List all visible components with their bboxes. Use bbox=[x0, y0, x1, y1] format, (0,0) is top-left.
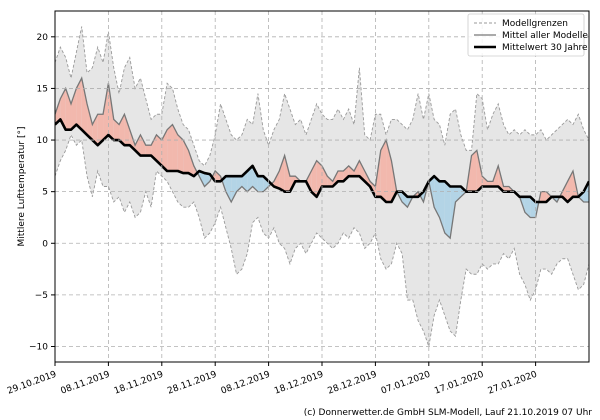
warm-anomaly-area bbox=[327, 176, 333, 187]
warm-anomaly-area bbox=[471, 150, 477, 192]
cold-anomaly-area bbox=[434, 176, 440, 218]
x-tick-label: 18.12.2019 bbox=[273, 370, 325, 397]
cold-anomaly-area bbox=[444, 181, 451, 239]
cold-anomaly-area bbox=[524, 196, 531, 218]
warm-anomaly-area bbox=[71, 88, 77, 130]
warm-anomaly-area bbox=[145, 145, 152, 156]
warm-anomaly-area bbox=[156, 134, 162, 166]
warm-anomaly-area bbox=[322, 165, 328, 187]
warm-anomaly-area bbox=[273, 171, 280, 189]
warm-anomaly-area bbox=[215, 171, 221, 182]
warm-anomaly-area bbox=[172, 124, 178, 172]
warm-anomaly-area bbox=[65, 88, 72, 130]
warm-anomaly-area bbox=[103, 83, 109, 141]
warm-anomaly-area bbox=[108, 83, 114, 141]
legend-box bbox=[467, 13, 585, 57]
cold-anomaly-area bbox=[236, 176, 242, 192]
y-tick-label: −5 bbox=[35, 291, 48, 301]
warm-anomaly-area bbox=[279, 155, 285, 192]
warm-anomaly-area bbox=[124, 114, 130, 146]
warm-anomaly-area bbox=[151, 134, 157, 161]
cold-anomaly-area bbox=[204, 173, 210, 187]
cold-anomaly-area bbox=[263, 176, 269, 192]
warm-anomaly-area bbox=[177, 134, 184, 174]
warm-anomaly-area bbox=[284, 155, 290, 192]
warm-anomaly-area bbox=[348, 165, 355, 177]
warm-anomaly-area bbox=[380, 140, 387, 202]
legend-entry-models-mean-label: Mittel aller Modelle bbox=[502, 31, 588, 41]
cold-anomaly-area bbox=[257, 176, 264, 192]
warm-anomaly-area bbox=[540, 191, 547, 202]
cold-anomaly-area bbox=[252, 165, 258, 192]
y-tick-label: 5 bbox=[42, 188, 48, 198]
warm-anomaly-area bbox=[338, 171, 344, 182]
copyright-caption: (c) Donnerwetter.de GmbH SLM-Modell, Lau… bbox=[303, 408, 592, 418]
cold-anomaly-area bbox=[231, 176, 237, 202]
legend-entry-model-range-label: Modellgrenzen bbox=[502, 19, 568, 29]
warm-anomaly-area bbox=[76, 78, 82, 130]
warm-anomaly-area bbox=[81, 78, 88, 135]
warm-anomaly-area bbox=[97, 114, 104, 146]
x-tick-label: 28.12.2019 bbox=[326, 370, 378, 397]
y-axis-label: Mittlere Lufttemperatur [°] bbox=[17, 127, 27, 247]
x-tick-label: 08.11.2019 bbox=[59, 370, 111, 397]
warm-anomaly-area bbox=[167, 124, 173, 172]
warm-anomaly-area bbox=[386, 140, 392, 202]
x-tick-label: 07.01.2020 bbox=[380, 370, 432, 397]
y-tick-label: 15 bbox=[37, 84, 48, 94]
x-tick-label: 28.11.2019 bbox=[166, 370, 218, 397]
x-tick-label: 18.11.2019 bbox=[113, 370, 165, 397]
y-tick-label: −10 bbox=[29, 343, 48, 353]
x-tick-label: 17.01.2020 bbox=[433, 370, 485, 397]
y-tick-label: 10 bbox=[37, 136, 49, 146]
cold-anomaly-area bbox=[455, 186, 461, 202]
x-tick-label: 08.12.2019 bbox=[220, 370, 272, 397]
legend-entry-climate-mean-label: Mittelwert 30 Jahre bbox=[502, 43, 588, 53]
warm-anomaly-area bbox=[87, 103, 93, 141]
warm-anomaly-area bbox=[567, 171, 573, 202]
warm-anomaly-area bbox=[113, 119, 120, 141]
warm-anomaly-area bbox=[482, 176, 488, 187]
warm-anomaly-area bbox=[476, 150, 483, 192]
y-tick-label: 20 bbox=[37, 33, 49, 43]
warm-anomaly-area bbox=[188, 150, 194, 177]
x-tick-label: 29.10.2019 bbox=[6, 370, 58, 397]
cold-anomaly-area bbox=[247, 165, 253, 192]
x-tick-label: 27.01.2020 bbox=[487, 370, 539, 397]
legend: Modellgrenzen Mittel aller Modelle Mittelw… bbox=[467, 13, 588, 57]
y-tick-label: 0 bbox=[42, 239, 48, 249]
cold-anomaly-area bbox=[225, 176, 232, 202]
warm-anomaly-area bbox=[55, 98, 61, 125]
